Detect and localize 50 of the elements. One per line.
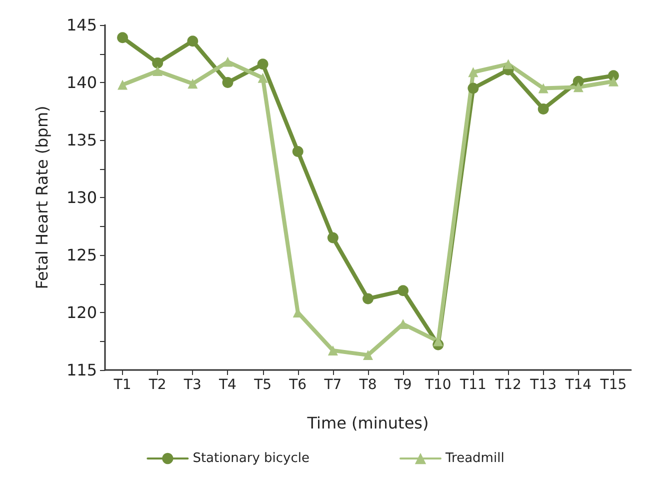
x-tick-label: T15 <box>599 377 627 393</box>
point <box>188 78 198 89</box>
point <box>363 350 373 360</box>
x-tick-label: T8 <box>358 377 377 393</box>
x-tick-label: T13 <box>529 377 557 393</box>
x-tick-label: T7 <box>323 377 342 393</box>
point <box>222 77 234 88</box>
point <box>222 56 233 67</box>
point <box>117 32 128 44</box>
x-tick-label: T1 <box>112 377 132 393</box>
point <box>468 67 478 78</box>
point <box>503 59 514 70</box>
point <box>328 345 338 356</box>
point <box>152 66 163 76</box>
x-tick-label: T3 <box>182 377 202 393</box>
x-tick-label: T4 <box>218 377 237 393</box>
y-tick-label: 125 <box>66 246 97 264</box>
y-tick-label: 135 <box>66 130 97 150</box>
point <box>538 103 549 114</box>
x-tick-label: T10 <box>424 377 452 393</box>
y-tick-label: 130 <box>66 188 97 207</box>
point <box>152 57 164 68</box>
point <box>118 80 128 90</box>
point <box>258 72 268 83</box>
x-tick-label: T11 <box>459 377 486 393</box>
point <box>292 146 304 157</box>
point <box>608 70 619 82</box>
x-tick-label: T2 <box>148 377 166 393</box>
legend-label: Stationary bicycle <box>192 451 310 466</box>
point <box>398 285 409 296</box>
x-tick-label: T12 <box>494 377 522 393</box>
point <box>362 293 374 304</box>
point <box>468 82 479 94</box>
y-axis-title: Fetal Heart Rate (bpm) <box>32 106 52 290</box>
x-tick-label: T5 <box>253 377 272 393</box>
x-tick-label: T6 <box>288 377 307 393</box>
point <box>187 36 198 47</box>
x-tick-label: T14 <box>564 377 592 393</box>
x-tick-label: T9 <box>393 377 412 393</box>
point <box>608 76 618 86</box>
legend-label: Treadmill <box>444 451 504 466</box>
y-tick-label: 120 <box>66 303 97 322</box>
x-axis-title: Time (minutes) <box>306 414 429 432</box>
y-tick-label: 140 <box>66 73 97 92</box>
point <box>538 83 548 94</box>
point <box>327 232 338 244</box>
point <box>257 58 268 70</box>
y-tick-label: 145 <box>66 16 97 34</box>
y-tick-label: 115 <box>66 360 97 380</box>
point <box>573 82 584 92</box>
